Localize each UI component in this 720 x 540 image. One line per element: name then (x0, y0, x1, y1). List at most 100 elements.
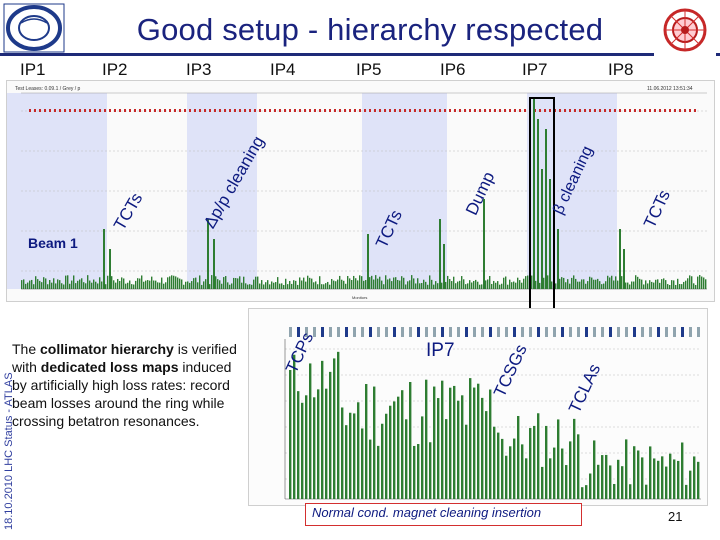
loss-bar (191, 281, 193, 289)
loss-bar (37, 279, 39, 289)
description-part-3: induced by artificially high loss rates:… (12, 359, 232, 429)
element-marker (689, 327, 692, 337)
threshold-marker (289, 109, 291, 112)
threshold-marker (29, 109, 31, 112)
threshold-marker (299, 109, 301, 112)
ip7-loss-bar (693, 456, 696, 499)
loss-bar (653, 282, 655, 289)
element-marker (329, 327, 332, 337)
loss-bar (311, 278, 313, 289)
threshold-marker (54, 109, 56, 112)
loss-bar (307, 275, 309, 289)
element-marker (545, 327, 548, 337)
loss-bar (237, 278, 239, 289)
loss-bar (303, 277, 305, 289)
threshold-marker (79, 109, 81, 112)
element-marker (609, 327, 612, 337)
loss-bar (281, 283, 283, 289)
loss-bar (141, 275, 143, 289)
cern-logo (3, 3, 65, 53)
loss-bar (647, 283, 649, 289)
loss-bar (139, 278, 141, 289)
loss-bar (581, 279, 583, 289)
threshold-marker (554, 109, 556, 112)
loss-bar (73, 275, 75, 289)
loss-bar (91, 282, 93, 289)
page-number: 21 (668, 509, 683, 524)
ip7-loss-bar (297, 391, 300, 499)
loss-bar (211, 275, 213, 289)
loss-bar (513, 281, 515, 289)
ip7-loss-bar (349, 412, 352, 499)
loss-bar (221, 283, 223, 289)
threshold-marker (294, 109, 296, 112)
description-part-1: The (12, 341, 41, 357)
loss-bar (361, 276, 363, 289)
loss-bar (555, 283, 557, 289)
loss-bar (391, 281, 393, 289)
loss-bar (583, 279, 585, 289)
loss-bar (145, 280, 147, 289)
loss-bar (313, 282, 315, 289)
threshold-marker (329, 109, 331, 112)
loss-bar (75, 283, 77, 289)
threshold-marker (414, 109, 416, 112)
threshold-marker (94, 109, 96, 112)
threshold-marker (274, 109, 276, 112)
element-marker (569, 327, 572, 337)
loss-bar (547, 275, 549, 289)
loss-bar (69, 283, 71, 289)
threshold-marker (84, 109, 86, 112)
loss-bar (579, 281, 581, 289)
threshold-marker (354, 109, 356, 112)
element-marker (681, 327, 684, 337)
loss-bar (599, 281, 601, 289)
loss-bar (353, 275, 355, 289)
threshold-marker (539, 109, 541, 112)
ip7-loss-bar (373, 386, 376, 499)
element-marker (345, 327, 348, 337)
loss-bar (163, 283, 165, 289)
loss-bar (527, 275, 529, 289)
loss-bar (129, 280, 131, 289)
threshold-marker (489, 109, 491, 112)
ip-label-6: IP6 (440, 60, 466, 79)
loss-bar (407, 281, 409, 289)
loss-bar (187, 281, 189, 289)
loss-bar (123, 278, 125, 289)
loss-bar (509, 279, 511, 289)
loss-bar (461, 276, 463, 289)
threshold-marker (124, 109, 126, 112)
loss-bar (153, 280, 155, 289)
ip7-loss-bar (677, 460, 680, 499)
loss-bar (633, 281, 635, 289)
description-bold-2: dedicated loss maps (40, 359, 179, 375)
loss-bar (569, 283, 571, 289)
threshold-marker (499, 109, 501, 112)
threshold-marker (319, 109, 321, 112)
ip7-loss-bar (357, 402, 360, 499)
title-underline (0, 53, 720, 56)
loss-bar (53, 278, 55, 289)
threshold-marker (284, 109, 286, 112)
threshold-marker (334, 109, 336, 112)
ip7-loss-bar (321, 360, 324, 499)
loss-bar (87, 275, 89, 289)
ip7-loss-bar (317, 389, 320, 499)
loss-bar (173, 275, 175, 289)
loss-bar (381, 280, 383, 289)
threshold-marker (519, 109, 521, 112)
loss-bar (635, 275, 637, 289)
ip7-loss-bar (485, 411, 488, 499)
ip7-loss-bar (565, 465, 568, 499)
ip7-loss-bar (445, 419, 448, 499)
element-marker (633, 327, 636, 337)
caption-text: Normal cond. magnet cleaning insertion (312, 505, 542, 520)
loss-bar (551, 281, 553, 289)
threshold-marker (684, 109, 686, 112)
threshold-marker (109, 109, 111, 112)
loss-bar (493, 280, 495, 289)
loss-bar (399, 280, 401, 289)
loss-bar (223, 277, 225, 289)
loss-bar (99, 277, 101, 289)
